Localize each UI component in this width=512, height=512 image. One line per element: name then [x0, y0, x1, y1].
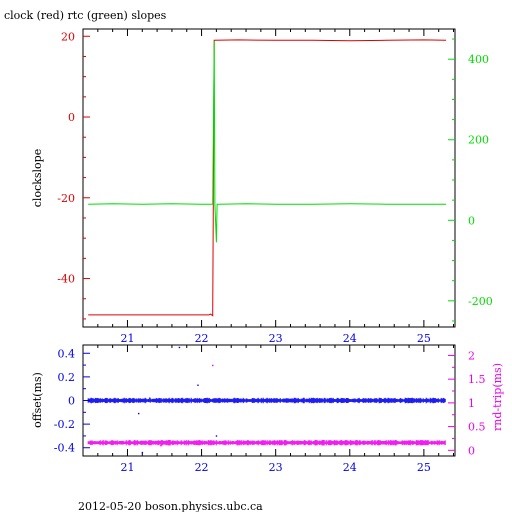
offset-plot: 21 22 23 24 25 0.4 0.2 0 -0.2 -0.4 2 1.5 1 0.5 0 offset… — [31, 344, 504, 474]
y-left-tick-label: -20 — [57, 192, 75, 205]
chart-title: clock (red) rtc (green) slopes — [4, 9, 167, 22]
y-right-tick-label: 2 — [468, 349, 475, 362]
outlier-point — [197, 384, 199, 386]
plot-frame — [82, 28, 456, 328]
y-left-tick-label: 0.4 — [58, 347, 76, 360]
y-axis-label: clockslope — [31, 149, 44, 207]
outlier-point — [141, 451, 144, 454]
x-tick-label: 22 — [195, 332, 209, 345]
y-right-tick-label: 1.5 — [468, 373, 486, 386]
y-left-tick-label: -0.2 — [54, 418, 75, 431]
offset-band — [87, 397, 446, 404]
x-tick-label: 23 — [269, 332, 283, 345]
outlier-point — [215, 435, 218, 437]
y-right-tick-label: 0.5 — [468, 421, 486, 434]
x-tick-label: 24 — [343, 332, 357, 345]
outlier-point — [137, 412, 140, 415]
y2-axis-label: rnd-trip(ms) — [491, 363, 504, 431]
round-trip-band — [87, 439, 446, 446]
x-tick-label: 22 — [195, 461, 209, 474]
y-right-tick-label: 1 — [468, 397, 475, 410]
outlier-point — [160, 444, 162, 447]
x-tick-label: 25 — [417, 332, 431, 345]
y-left-tick-label: 0.2 — [58, 371, 76, 384]
x-tick-label: 25 — [417, 461, 431, 474]
x-tick-label: 23 — [269, 461, 283, 474]
outlier-point — [149, 397, 151, 399]
y-axis-label: offset(ms) — [31, 372, 44, 428]
y-left-tick-label: 0 — [68, 111, 75, 124]
x-tick-label: 21 — [120, 461, 134, 474]
x-tick-label: 21 — [120, 332, 134, 345]
rtc-slope-line — [88, 41, 447, 243]
y-right-tick-label: 0 — [468, 214, 475, 227]
y-right-tick-label: 400 — [468, 53, 489, 66]
y-right-tick-label: -200 — [468, 295, 493, 308]
y-right-tick-label: 0 — [468, 444, 475, 457]
y-left-tick-label: 20 — [61, 30, 75, 43]
x-tick-label: 24 — [343, 461, 357, 474]
y-left-tick-label: -40 — [57, 273, 75, 286]
footer-text: 2012-05-20 boson.physics.ubc.ca — [78, 500, 263, 512]
y-right-tick-label: 200 — [468, 134, 489, 147]
outlier-point — [212, 364, 214, 367]
y-left-tick-label: -0.4 — [54, 442, 75, 455]
outlier-point — [178, 346, 181, 349]
y-left-tick-label: 0 — [68, 395, 75, 408]
clock-slope-line — [88, 39, 447, 317]
